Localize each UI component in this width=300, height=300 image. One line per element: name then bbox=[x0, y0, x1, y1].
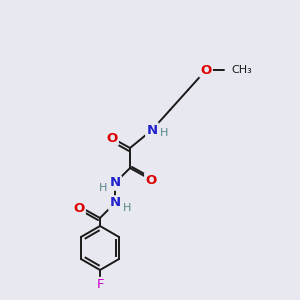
Text: CH₃: CH₃ bbox=[231, 65, 252, 75]
Text: H: H bbox=[123, 203, 131, 213]
Text: F: F bbox=[96, 278, 104, 290]
Text: H: H bbox=[99, 183, 107, 193]
Text: N: N bbox=[110, 176, 121, 190]
Text: N: N bbox=[146, 124, 158, 136]
Text: O: O bbox=[200, 64, 211, 76]
Text: O: O bbox=[74, 202, 85, 214]
Text: H: H bbox=[160, 128, 168, 138]
Text: O: O bbox=[106, 131, 118, 145]
Text: O: O bbox=[146, 173, 157, 187]
Text: N: N bbox=[110, 196, 121, 209]
